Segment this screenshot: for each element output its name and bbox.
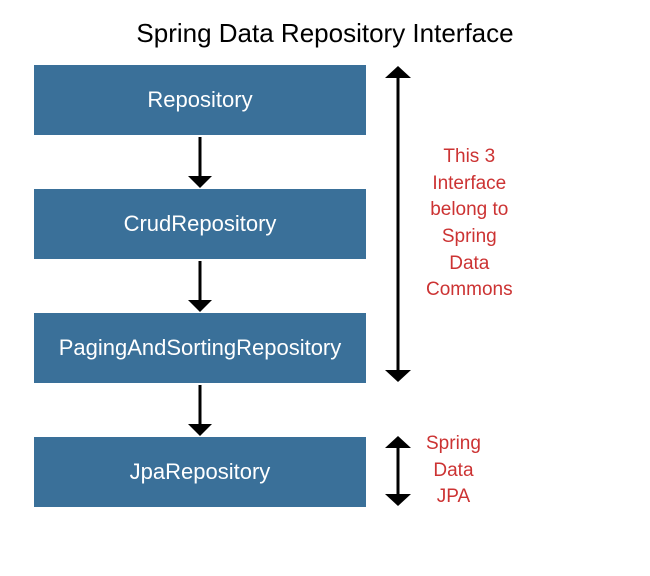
double-arrow-icon: [384, 65, 412, 383]
hierarchy-box: CrudRepository: [34, 189, 366, 259]
double-arrow-icon: [384, 435, 412, 507]
hierarchy-box: Repository: [34, 65, 366, 135]
diagram-body: Repository CrudRepository PagingAndSorti…: [0, 55, 650, 507]
range-bracket: This 3 Interfacebelong to SpringData Com…: [384, 65, 513, 383]
hierarchy-box: PagingAndSortingRepository: [34, 313, 366, 383]
hierarchy-box: JpaRepository: [34, 437, 366, 507]
down-arrow-icon: [186, 259, 214, 313]
boxes-column: Repository CrudRepository PagingAndSorti…: [34, 65, 366, 507]
down-arrow-icon: [186, 135, 214, 189]
bracket-label: This 3 Interfacebelong to SpringData Com…: [426, 144, 513, 304]
range-bracket: Spring Data JPA: [384, 435, 481, 507]
box-label: CrudRepository: [124, 210, 277, 238]
box-label: JpaRepository: [130, 458, 271, 486]
box-label: PagingAndSorting: [59, 334, 236, 362]
diagram-title: Spring Data Repository Interface: [0, 0, 650, 55]
bracket-label: Spring Data JPA: [426, 431, 481, 511]
box-label: Repository: [147, 86, 252, 114]
down-arrow-icon: [186, 383, 214, 437]
box-label: Repository: [236, 334, 341, 362]
